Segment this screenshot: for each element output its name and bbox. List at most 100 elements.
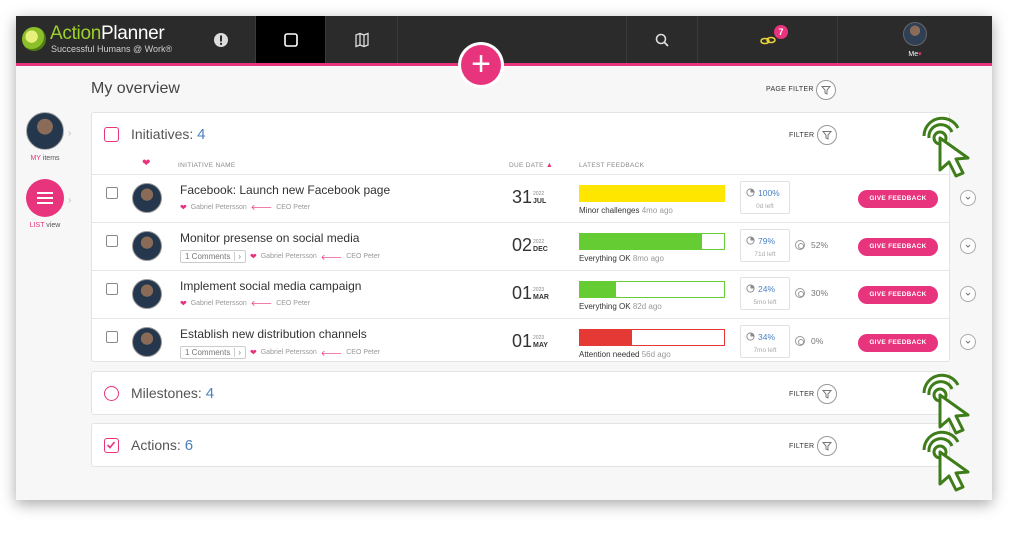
page-filter-label: PAGE FILTER <box>766 86 814 93</box>
column-due-date[interactable]: DUE DATE ▲ <box>509 162 554 169</box>
heart-icon: ❤ <box>180 298 187 308</box>
initiatives-filter-label: FILTER <box>789 132 815 139</box>
feedback-status: Everything OK 82d ago <box>579 302 662 311</box>
initiative-title[interactable]: Establish new distribution channels <box>180 327 367 341</box>
give-feedback-button[interactable]: GIVE FEEDBACK <box>858 238 938 256</box>
initiative-title[interactable]: Implement social media campaign <box>180 279 362 293</box>
feedback-bar-fill <box>580 186 724 201</box>
table-row[interactable]: Establish new distribution channels 1 Co… <box>92 318 976 366</box>
initiative-title[interactable]: Facebook: Launch new Facebook page <box>180 183 391 197</box>
progress-box[interactable]: 100% 0d left <box>740 181 790 214</box>
column-latest-feedback[interactable]: LATEST FEEDBACK <box>579 162 645 169</box>
nav-search[interactable] <box>626 16 698 63</box>
initiatives-title: Initiatives: 4 <box>131 126 206 143</box>
nav-map[interactable] <box>326 16 398 63</box>
logo[interactable]: ActionPlanner Successful Humans @ Work® <box>22 23 172 57</box>
row-expand-button[interactable] <box>960 238 976 254</box>
feedback-status: Minor challenges 4mo ago <box>579 206 673 215</box>
progress-box[interactable]: 34% 7mo left <box>740 325 790 358</box>
initiative-meta: ❤ Gabriel Petersson 🡐 CEO Peter <box>180 202 311 213</box>
table-row[interactable]: Monitor presense on social media 1 Comme… <box>92 222 976 270</box>
target-box[interactable]: 30% <box>790 277 840 310</box>
my-items-avatar[interactable] <box>26 112 64 150</box>
row-checkbox[interactable] <box>106 283 118 295</box>
chevron-down-icon <box>965 340 971 344</box>
target-icon <box>795 288 805 298</box>
avatar <box>132 183 162 213</box>
nav-alerts[interactable] <box>186 16 256 63</box>
checkmark-icon <box>106 441 116 449</box>
progress-box[interactable]: 24% 5mo left <box>740 277 790 310</box>
target-icon <box>795 240 805 250</box>
target-box[interactable]: 52% <box>790 229 840 262</box>
feedback-bar-fill <box>580 282 616 297</box>
topbar-accent-line <box>16 63 992 66</box>
give-feedback-button[interactable]: GIVE FEEDBACK <box>858 286 938 304</box>
filter-icon <box>822 442 832 451</box>
arrow-left-icon: 🡐 <box>250 203 273 212</box>
actions-filter-label: FILTER <box>789 443 815 450</box>
actions-icon <box>104 438 119 453</box>
me-label: Me▾ <box>908 51 922 58</box>
due-date: 31 2022 JUL <box>512 187 547 207</box>
initiatives-panel: Initiatives: 4 FILTER ❤ INITIATIVE NAME … <box>91 112 976 362</box>
list-view-button[interactable] <box>26 179 64 217</box>
clock-icon <box>746 284 755 293</box>
initiatives-icon <box>104 127 119 142</box>
table-row[interactable]: Facebook: Launch new Facebook page ❤ Gabr… <box>92 174 976 222</box>
chevron-down-icon <box>965 292 971 296</box>
avatar <box>132 279 162 309</box>
actions-panel[interactable]: Actions: 6 FILTER <box>91 423 950 467</box>
feedback-bar-fill <box>580 330 632 345</box>
give-feedback-button[interactable]: GIVE FEEDBACK <box>858 334 938 352</box>
initiatives-header[interactable]: Initiatives: 4 FILTER <box>92 113 949 157</box>
row-checkbox[interactable] <box>106 331 118 343</box>
row-expand-button[interactable] <box>960 190 976 206</box>
logo-mark-icon <box>22 27 46 51</box>
chevron-down-icon <box>965 244 971 248</box>
milestones-title: Milestones: 4 <box>131 385 215 402</box>
milestones-filter-button[interactable] <box>817 384 837 404</box>
feedback-bar[interactable] <box>579 281 725 298</box>
heart-icon: ❤ <box>250 252 257 261</box>
actions-filter-button[interactable] <box>817 436 837 456</box>
chevron-down-icon <box>965 196 971 200</box>
nav-profile[interactable]: Me▾ <box>838 16 992 63</box>
actions-title: Actions: 6 <box>131 437 194 454</box>
milestones-panel[interactable]: Milestones: 4 FILTER <box>91 371 950 415</box>
avatar <box>132 231 162 261</box>
row-expand-button[interactable] <box>960 286 976 302</box>
milestones-icon <box>104 386 119 401</box>
add-button[interactable]: + <box>461 45 501 85</box>
filter-icon <box>821 86 831 95</box>
click-pointer-icon <box>922 373 970 435</box>
progress-box[interactable]: 79% 71d left <box>740 229 790 262</box>
filter-icon <box>822 131 832 140</box>
target-box[interactable]: 0% <box>790 325 840 358</box>
feedback-bar[interactable] <box>579 329 725 346</box>
initiatives-filter-button[interactable] <box>817 125 837 145</box>
clock-icon <box>746 236 755 245</box>
initiative-title[interactable]: Monitor presense on social media <box>180 231 360 245</box>
page-filter-button[interactable] <box>816 80 836 100</box>
row-checkbox[interactable] <box>106 187 118 199</box>
give-feedback-button[interactable]: GIVE FEEDBACK <box>858 190 938 208</box>
alert-icon <box>213 32 228 47</box>
initiative-meta: 1 Comments › ❤ Gabriel Petersson 🡐 CEO Pete… <box>180 346 380 359</box>
comments-button[interactable]: 1 Comments › <box>180 346 247 359</box>
column-initiative-name[interactable]: INITIATIVE NAME <box>178 162 236 169</box>
feedback-bar[interactable] <box>579 233 725 250</box>
feedback-status: Everything OK 8mo ago <box>579 254 664 263</box>
table-row[interactable]: Implement social media campaign ❤ Gabriel… <box>92 270 976 318</box>
chevron-right-icon: › <box>68 128 72 139</box>
nav-overview[interactable] <box>256 16 326 63</box>
favorite-column-icon[interactable]: ❤ <box>142 158 151 169</box>
row-checkbox[interactable] <box>106 235 118 247</box>
feedback-bar[interactable] <box>579 185 725 202</box>
notification-badge: 7 <box>774 25 788 39</box>
comments-button[interactable]: 1 Comments › <box>180 250 247 263</box>
due-date: 01 2023 MAY <box>512 331 548 351</box>
nav-notifications[interactable]: 7 <box>698 16 838 63</box>
row-expand-button[interactable] <box>960 334 976 350</box>
search-icon <box>655 33 669 47</box>
